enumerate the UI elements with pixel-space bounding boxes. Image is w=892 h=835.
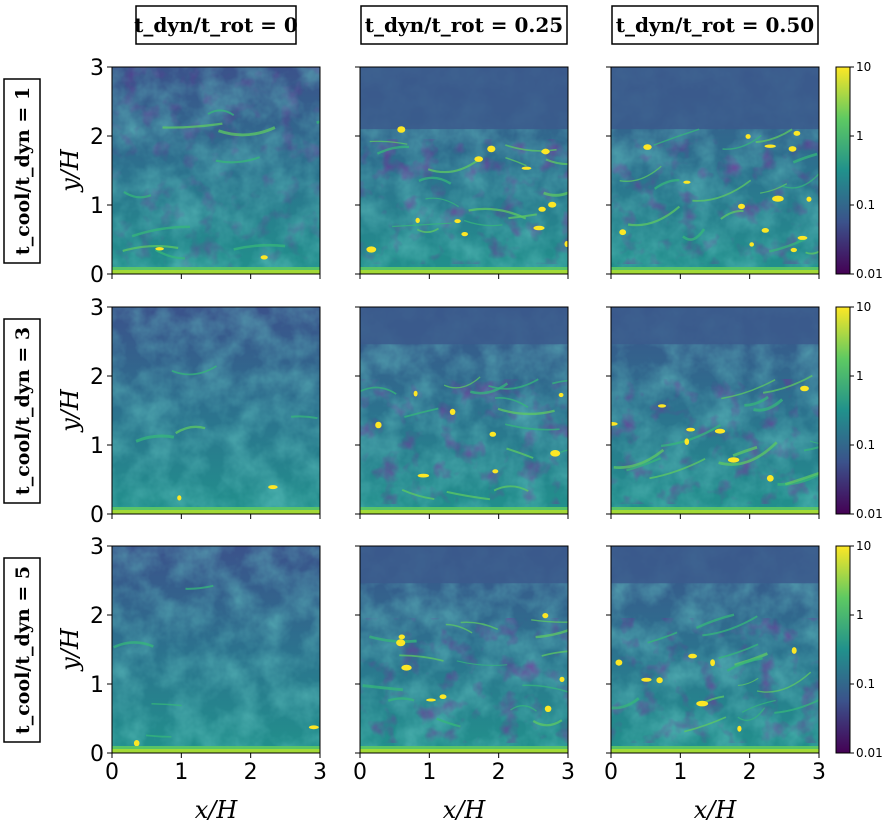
svg-text:t_dyn/t_rot = 0.50: t_dyn/t_rot = 0.50 bbox=[616, 13, 814, 37]
panel-frame bbox=[359, 545, 569, 754]
panel-r3-c1 bbox=[107, 545, 321, 758]
svg-text:t_cool/t_dyn = 5: t_cool/t_dyn = 5 bbox=[12, 566, 34, 734]
panel-r1-c2 bbox=[355, 66, 569, 279]
y-tick-label: 2 bbox=[90, 604, 104, 629]
y-tick-label: 1 bbox=[90, 434, 104, 459]
y-tick-label: 0 bbox=[90, 503, 104, 528]
panel-r2-c2 bbox=[355, 306, 569, 519]
y-tick-label: 3 bbox=[90, 535, 104, 560]
panel-frame bbox=[359, 306, 569, 515]
colorbar-tick-label: 1 bbox=[856, 129, 864, 143]
x-tick-label: 1 bbox=[422, 760, 436, 785]
row-title-2: t_cool/t_dyn = 3 bbox=[3, 318, 41, 504]
colorbar-tick-label: 0.01 bbox=[856, 507, 883, 521]
x-tick-label: 1 bbox=[174, 760, 188, 785]
colorbar-row-2: 10 1 0.1 0.01 bbox=[835, 300, 883, 521]
x-axis-label: x/H bbox=[195, 796, 239, 824]
panel-r3-c3 bbox=[606, 545, 820, 758]
panel-frame bbox=[111, 66, 321, 275]
column-title-3: t_dyn/t_rot = 0.50 bbox=[611, 5, 819, 45]
panel-frame bbox=[610, 66, 820, 275]
y-axis-label: y/H bbox=[56, 148, 84, 193]
column-title-1: t_dyn/t_rot = 0 bbox=[134, 5, 298, 45]
y-tick-label: 2 bbox=[90, 125, 104, 150]
svg-text:t_dyn/t_rot = 0.25: t_dyn/t_rot = 0.25 bbox=[365, 13, 563, 37]
x-tick-label: 3 bbox=[812, 760, 826, 785]
panel-frame bbox=[111, 545, 321, 754]
y-axis-label: y/H bbox=[56, 388, 84, 433]
row-title-1: t_cool/t_dyn = 1 bbox=[3, 78, 41, 264]
svg-text:t_cool/t_dyn = 1: t_cool/t_dyn = 1 bbox=[12, 87, 34, 255]
panel-frame bbox=[610, 306, 820, 515]
colorbar-tick-label: 1 bbox=[856, 369, 864, 383]
svg-text:t_dyn/t_rot = 0: t_dyn/t_rot = 0 bbox=[134, 13, 298, 37]
colorbar-tick-label: 0.01 bbox=[856, 746, 883, 760]
x-tick-label: 3 bbox=[561, 760, 575, 785]
x-axis-label: x/H bbox=[443, 796, 487, 824]
panel-ticks bbox=[107, 306, 321, 519]
x-tick-label: 2 bbox=[244, 760, 258, 785]
y-tick-label: 2 bbox=[90, 365, 104, 390]
panel-frame bbox=[111, 306, 321, 515]
x-tick-label: 2 bbox=[743, 760, 757, 785]
panel-r1-c3 bbox=[606, 66, 820, 279]
panel-ticks bbox=[355, 306, 569, 519]
colorbar-tick-label: 0.1 bbox=[856, 198, 875, 212]
colorbar-row-1: 10 1 0.1 0.01 bbox=[835, 60, 883, 281]
panel-r1-c1 bbox=[107, 66, 321, 279]
x-tick-label: 0 bbox=[105, 760, 119, 785]
panel-r2-c1 bbox=[107, 306, 321, 519]
colorbar-tick-label: 0.1 bbox=[856, 438, 875, 452]
y-tick-label: 0 bbox=[90, 263, 104, 288]
colorbar-tick-label: 0.01 bbox=[856, 267, 883, 281]
panel-ticks bbox=[107, 66, 321, 279]
column-title-2: t_dyn/t_rot = 0.25 bbox=[360, 5, 568, 45]
panel-ticks bbox=[107, 545, 321, 758]
colorbar-row-3: 10 1 0.1 0.01 bbox=[835, 539, 883, 760]
y-tick-label: 1 bbox=[90, 673, 104, 698]
colorbar-tick-label: 1 bbox=[856, 608, 864, 622]
panel-frame bbox=[610, 545, 820, 754]
x-axis-label: x/H bbox=[694, 796, 738, 824]
y-tick-label: 0 bbox=[90, 742, 104, 767]
panel-ticks bbox=[606, 306, 820, 519]
colorbar-tick-label: 10 bbox=[856, 539, 871, 553]
panel-ticks bbox=[606, 545, 820, 758]
panel-r2-c3 bbox=[606, 306, 820, 519]
colorbar-tick-label: 0.1 bbox=[856, 677, 875, 691]
panel-ticks bbox=[355, 545, 569, 758]
y-tick-label: 3 bbox=[90, 296, 104, 321]
x-tick-label: 2 bbox=[492, 760, 506, 785]
panel-ticks bbox=[606, 66, 820, 279]
y-axis-label: y/H bbox=[56, 627, 84, 672]
svg-text:t_cool/t_dyn = 3: t_cool/t_dyn = 3 bbox=[12, 327, 34, 495]
panel-r3-c2 bbox=[355, 545, 569, 758]
row-title-3: t_cool/t_dyn = 5 bbox=[3, 557, 41, 743]
x-tick-label: 3 bbox=[313, 760, 327, 785]
x-tick-label: 0 bbox=[353, 760, 367, 785]
panel-ticks bbox=[355, 66, 569, 279]
x-tick-label: 1 bbox=[673, 760, 687, 785]
x-tick-label: 0 bbox=[604, 760, 618, 785]
colorbar-tick-label: 10 bbox=[856, 60, 871, 74]
y-tick-label: 3 bbox=[90, 56, 104, 81]
y-tick-label: 1 bbox=[90, 194, 104, 219]
panel-frame bbox=[359, 66, 569, 275]
colorbar-tick-label: 10 bbox=[856, 300, 871, 314]
